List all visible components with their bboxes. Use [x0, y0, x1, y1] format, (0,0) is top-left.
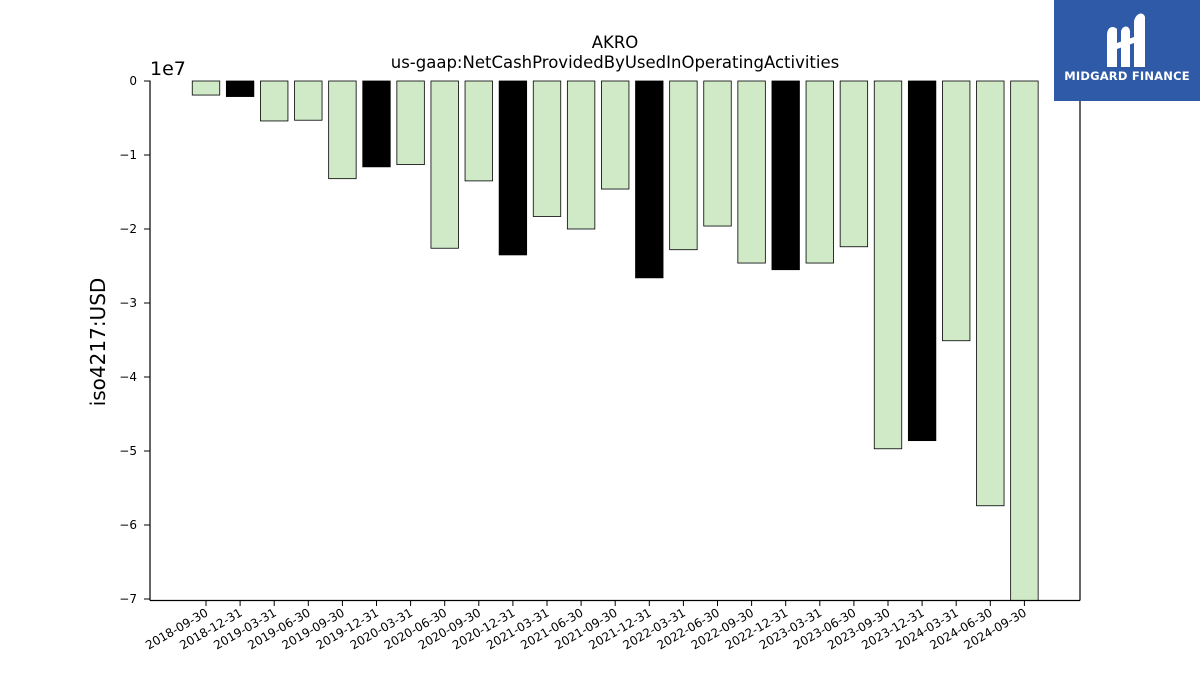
bar-2022-06-30	[703, 80, 732, 227]
bar-2021-06-30	[566, 80, 596, 230]
bar-2024-06-30	[976, 80, 1005, 507]
chart-title: AKRO	[592, 33, 639, 52]
bar-2022-12-31	[771, 80, 800, 271]
bar-2020-12-31	[498, 80, 528, 256]
bar-2022-09-30	[737, 80, 766, 264]
y-tick-label: −6	[119, 518, 137, 532]
bar-2021-09-30	[601, 80, 630, 190]
y-tick-label: −2	[119, 222, 137, 236]
bar-2019-06-30	[294, 80, 323, 121]
bar-2023-09-30	[873, 80, 903, 450]
bar-2018-12-31	[225, 80, 255, 97]
x-axis-ticks: 2018-09-302018-12-312019-03-312019-06-30…	[143, 600, 1029, 652]
bar-2023-12-31	[907, 80, 937, 442]
bar-2023-06-30	[839, 80, 869, 248]
y-tick-label: −1	[119, 148, 137, 162]
bar-2024-09-30	[1010, 80, 1039, 601]
bar-2018-09-30	[191, 80, 221, 96]
midgard-logo-icon	[1107, 13, 1145, 67]
bar-2019-09-30	[328, 80, 357, 180]
y-tick-label: −4	[119, 370, 137, 384]
brand-logo-text: MIDGARD FINANCE	[1064, 69, 1190, 83]
bars-layer	[191, 80, 1039, 601]
bar-2022-03-31	[669, 80, 698, 251]
bar-2019-03-31	[260, 80, 289, 122]
y-offset-label: 1e7	[150, 58, 186, 80]
bar-2021-03-31	[532, 80, 562, 217]
bar-2020-06-30	[430, 80, 459, 249]
y-tick-label: 0	[129, 74, 137, 88]
y-tick-label: −5	[119, 444, 137, 458]
bar-2021-12-31	[635, 80, 664, 279]
bar-2023-03-31	[805, 80, 834, 264]
bar-2020-09-30	[464, 80, 493, 182]
bar-2024-03-31	[942, 80, 971, 342]
chart-subtitle: us-gaap:NetCashProvidedByUsedInOperating…	[391, 53, 839, 72]
brand-logo: MIDGARD FINANCE	[1054, 0, 1200, 101]
y-tick-label: −7	[119, 592, 137, 606]
y-axis-label: iso4217:USD	[86, 278, 110, 407]
y-axis-ticks: 0 −1 −2 −3 −4 −5 −6 −7	[119, 74, 150, 606]
y-tick-label: −3	[119, 296, 137, 310]
bar-2020-03-31	[396, 80, 425, 166]
bar-2019-12-31	[362, 80, 391, 168]
